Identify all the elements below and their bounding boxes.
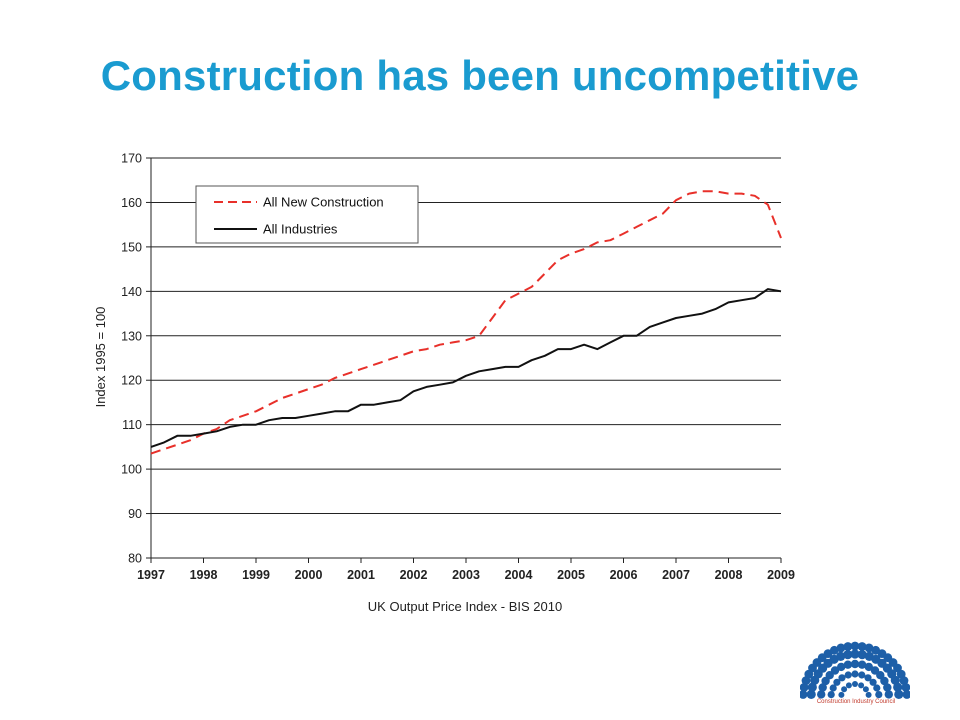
logo-dot <box>876 671 885 680</box>
logo-dot <box>806 689 816 699</box>
x-tick-label-1999: 1999 <box>242 568 270 582</box>
x-tick-label-2009: 2009 <box>767 568 795 582</box>
y-tick-label-80: 80 <box>128 552 142 566</box>
logo-dot <box>873 684 881 692</box>
logo-dot <box>869 678 877 686</box>
logo-dot <box>899 676 909 685</box>
logo-dot <box>850 659 860 669</box>
x-axis-title: UK Output Price Index - BIS 2010 <box>368 599 562 614</box>
logo-dot <box>829 684 837 692</box>
logo-dot <box>827 691 835 699</box>
logo-rays <box>800 641 910 699</box>
logo-dot <box>817 690 826 699</box>
y-tick-label-160: 160 <box>121 196 142 210</box>
legend-label-construction: All New Construction <box>263 195 384 210</box>
logo-dot <box>837 662 846 672</box>
logo-dot <box>852 681 858 687</box>
logo-dot <box>894 689 904 699</box>
x-tick-label-1997: 1997 <box>137 568 165 582</box>
x-tick-label-2005: 2005 <box>557 568 585 582</box>
logo-dot <box>841 686 848 693</box>
logo-dot <box>862 686 869 693</box>
x-tick-label-2003: 2003 <box>452 568 480 582</box>
logo-dot <box>857 642 867 651</box>
logo-dot <box>836 643 846 653</box>
y-tick-label-170: 170 <box>121 152 142 166</box>
x-tick-label-2002: 2002 <box>400 568 428 582</box>
y-tick-label-100: 100 <box>121 463 142 477</box>
logo-dot <box>865 691 872 698</box>
construction-industry-council-logo-icon <box>800 641 910 699</box>
logo-dot <box>883 683 892 692</box>
logo-dot <box>838 674 846 682</box>
logo-dot <box>902 690 910 699</box>
logo-dot <box>875 691 883 699</box>
logo-dot <box>836 651 846 661</box>
x-tick-label-2000: 2000 <box>295 568 323 582</box>
logo-dot <box>833 678 841 686</box>
logo-dot <box>893 682 903 692</box>
x-tick-label-1998: 1998 <box>190 568 218 582</box>
axes <box>146 157 782 563</box>
logo-dot <box>890 675 900 685</box>
y-tick-label-130: 130 <box>121 329 142 343</box>
x-tick-label-2001: 2001 <box>347 568 375 582</box>
logo-dot <box>850 649 860 659</box>
logo-dot <box>864 643 874 653</box>
logo-dot <box>880 676 889 686</box>
logo-dot <box>845 682 852 689</box>
logo-dot <box>829 645 839 655</box>
series-lines <box>150 190 782 455</box>
series-line-all-industries <box>150 288 782 448</box>
logo-dot <box>830 666 840 675</box>
logo-dot <box>800 683 809 692</box>
y-axis-title: Index 1995 = 100 <box>93 307 108 408</box>
logo-dot <box>800 690 808 699</box>
logo-dot <box>818 683 827 692</box>
logo-dot <box>857 650 867 660</box>
y-tick-label-110: 110 <box>122 418 142 432</box>
logo-dot <box>843 660 853 669</box>
logo-dot <box>850 641 860 651</box>
chart-background <box>86 132 808 618</box>
y-tick-label-150: 150 <box>121 240 142 254</box>
legend-label-industries: All Industries <box>263 222 338 237</box>
x-tick-label-2008: 2008 <box>715 568 743 582</box>
x-tick-label-2006: 2006 <box>610 568 638 582</box>
logo-dot <box>884 690 893 699</box>
logo-dot <box>843 650 853 660</box>
logo-dot <box>901 683 910 692</box>
logo-dot <box>807 682 817 692</box>
slide-title: Construction has been uncompetitive <box>100 52 860 99</box>
logo-dot <box>843 642 853 651</box>
logo-dot <box>858 682 865 689</box>
logo-dot <box>857 660 867 669</box>
logo-caption: Construction Industry Council <box>816 699 896 705</box>
y-tick-label-140: 140 <box>121 285 142 299</box>
logo-dot <box>821 676 830 686</box>
y-tick-label-120: 120 <box>121 374 142 388</box>
logo-dot <box>838 691 845 698</box>
y-tick-label-90: 90 <box>128 507 142 521</box>
logo-dot <box>858 671 866 679</box>
legend: All New Construction All Industries <box>195 185 419 244</box>
logo-dot <box>844 671 852 679</box>
logo-dot <box>864 662 873 672</box>
logo-dot <box>851 670 859 678</box>
series-line-all-new-construction <box>150 190 782 455</box>
x-tick-label-2007: 2007 <box>662 568 690 582</box>
y-tick-labels: 80 90 100 110 120 130 140 150 160 170 <box>121 152 142 566</box>
logo-dot <box>864 674 872 682</box>
legend-box <box>195 185 419 244</box>
x-tick-label-2004: 2004 <box>505 568 533 582</box>
x-tick-labels: 1997 1998 1999 2000 2001 2002 2003 2004 2005 2006… <box>137 568 795 582</box>
